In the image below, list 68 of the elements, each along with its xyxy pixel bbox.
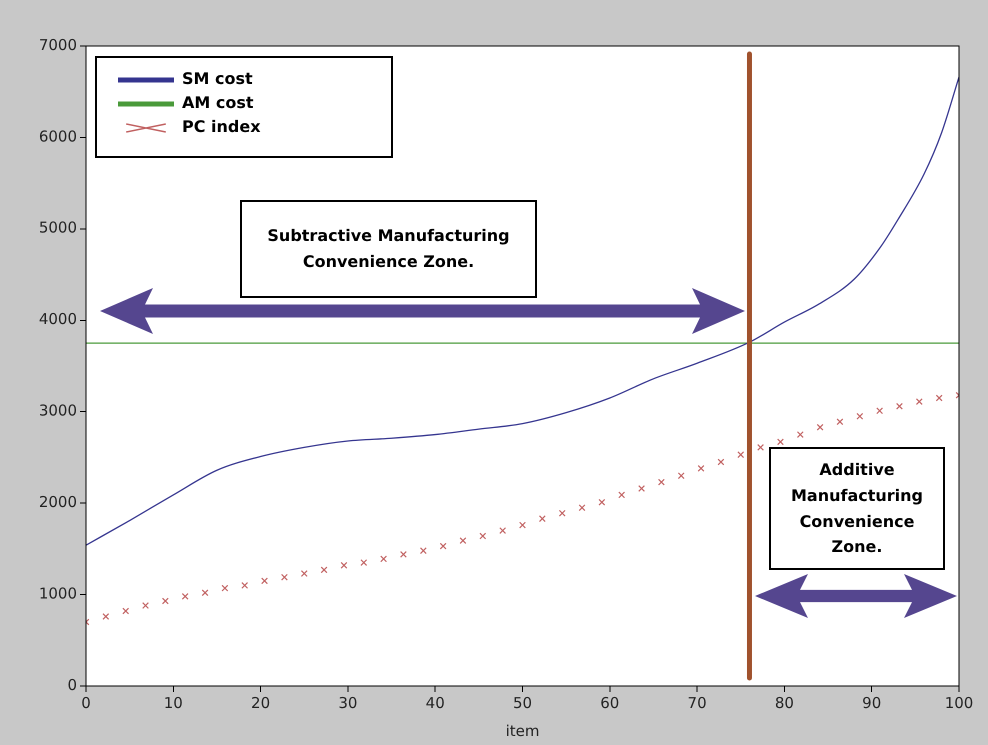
point — [320, 566, 328, 574]
x-tick-label: 20 — [251, 694, 270, 712]
x-tick-label: 30 — [338, 694, 358, 712]
legend-label: SM cost — [182, 69, 254, 88]
x-tick-label: 100 — [944, 694, 974, 712]
point — [836, 418, 844, 426]
point — [300, 570, 308, 577]
y-tick-label: 1000 — [38, 584, 77, 602]
point — [519, 522, 526, 529]
point — [538, 515, 546, 522]
x-tick-label: 0 — [81, 694, 91, 712]
x-tick-label: 10 — [164, 694, 183, 712]
point — [856, 412, 864, 420]
point — [578, 504, 586, 512]
point — [460, 537, 466, 544]
point — [400, 550, 407, 558]
x-tick-label: 90 — [862, 694, 882, 712]
point — [221, 584, 228, 592]
point — [380, 555, 388, 562]
x-tick-label: 60 — [600, 694, 620, 712]
point — [162, 598, 169, 604]
point — [936, 394, 943, 402]
point — [777, 438, 784, 446]
x-tick-label: 50 — [512, 694, 532, 712]
point — [816, 424, 824, 431]
point — [558, 510, 566, 517]
point — [281, 574, 288, 581]
point — [440, 542, 447, 550]
y-tick-label: 4000 — [38, 310, 77, 328]
point — [737, 451, 744, 458]
point — [499, 527, 506, 534]
point — [241, 582, 248, 589]
y-tick-label: 7000 — [38, 36, 77, 54]
point — [122, 608, 130, 614]
point — [757, 444, 764, 451]
x-tick-label: 40 — [426, 694, 445, 712]
annotation: Additive Manufacturing Convenience Zone. — [769, 447, 945, 570]
point — [340, 562, 348, 569]
x-tick-label: 70 — [688, 694, 707, 712]
point — [420, 547, 427, 554]
point — [182, 592, 189, 600]
point — [876, 407, 884, 414]
point — [261, 577, 268, 584]
annotation: Subtractive Manufacturing Convenience Zone. — [240, 200, 537, 298]
point — [698, 464, 704, 472]
point — [618, 491, 626, 498]
point — [796, 431, 804, 438]
x-axis-title: item — [506, 722, 540, 740]
point — [718, 458, 724, 466]
point — [202, 589, 209, 596]
y-tick-label: 2000 — [38, 493, 77, 512]
y-tick-label: 5000 — [38, 218, 77, 237]
point — [479, 532, 486, 540]
point — [638, 485, 646, 492]
point — [896, 402, 903, 410]
point — [658, 478, 665, 486]
legend-label: PC index — [182, 117, 262, 136]
legend-label: AM cost — [182, 93, 254, 112]
point — [598, 498, 606, 506]
point — [360, 559, 368, 566]
x-tick-label: 80 — [774, 694, 794, 712]
point — [102, 613, 110, 620]
point — [916, 398, 923, 406]
y-tick-label: 0 — [67, 676, 77, 694]
y-tick-label: 6000 — [38, 127, 77, 146]
y-tick-label: 3000 — [38, 402, 77, 420]
point — [142, 602, 149, 609]
point — [678, 472, 685, 480]
